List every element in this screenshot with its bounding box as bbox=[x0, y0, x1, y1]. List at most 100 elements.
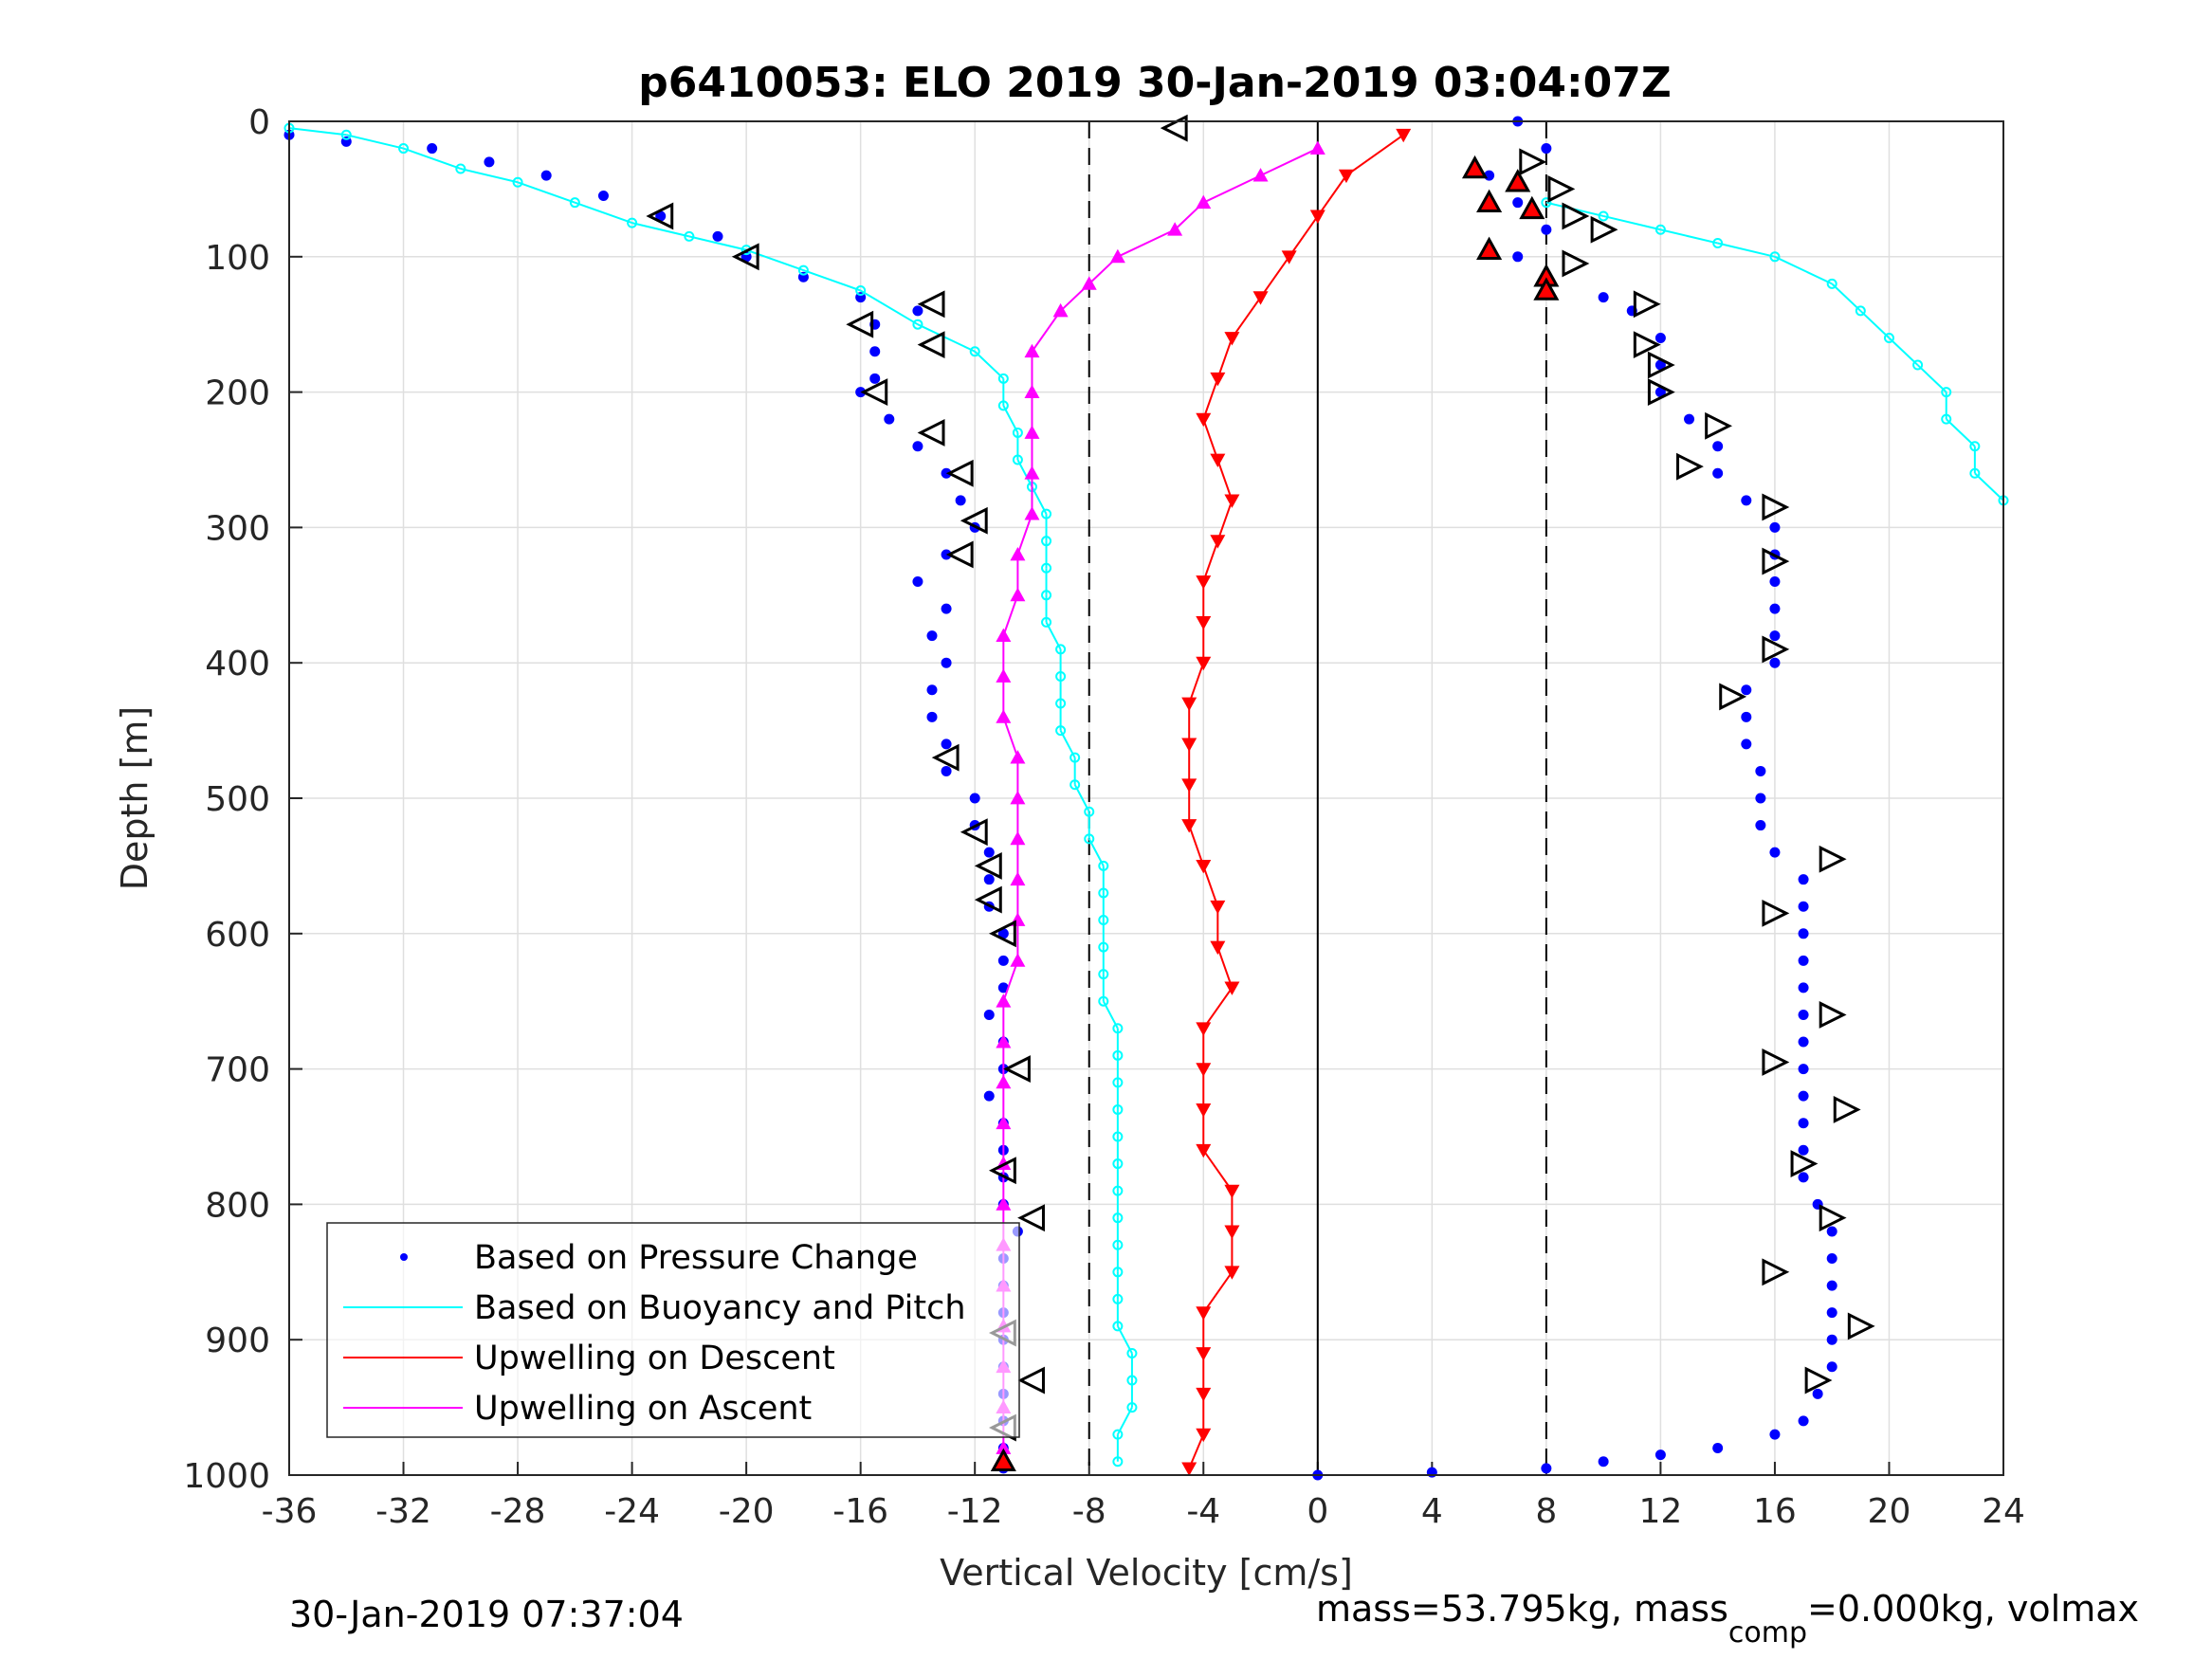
data-point bbox=[1112, 1293, 1124, 1304]
data-point bbox=[1941, 387, 1952, 398]
series-segment bbox=[1188, 662, 1205, 704]
y-tick-label: 300 bbox=[205, 509, 270, 548]
data-point bbox=[1012, 454, 1023, 465]
open-triangle-marker bbox=[1762, 1048, 1790, 1076]
data-point bbox=[1741, 711, 1752, 722]
open-triangle-marker bbox=[1762, 635, 1790, 664]
data-point bbox=[983, 1009, 995, 1020]
data-point bbox=[1010, 830, 1026, 846]
data-point bbox=[1084, 833, 1095, 845]
data-point bbox=[1196, 1306, 1212, 1321]
data-point bbox=[1798, 874, 1809, 885]
data-point bbox=[1598, 1456, 1609, 1468]
data-point bbox=[1081, 276, 1097, 290]
data-point bbox=[1712, 441, 1724, 452]
data-point bbox=[1769, 603, 1781, 614]
data-point bbox=[1181, 819, 1197, 833]
legend-swatch bbox=[400, 1253, 408, 1261]
data-point bbox=[1181, 1462, 1197, 1476]
data-point bbox=[997, 982, 1009, 994]
data-point bbox=[1098, 860, 1109, 871]
data-point bbox=[1224, 494, 1240, 508]
data-point bbox=[926, 711, 938, 722]
footer-mass-suffix: =0.000kg, volmax bbox=[1807, 1588, 2139, 1630]
open-triangle-marker bbox=[1519, 148, 1547, 176]
series-segment bbox=[803, 269, 862, 292]
data-point bbox=[1055, 644, 1067, 655]
data-point bbox=[1798, 928, 1809, 939]
data-point bbox=[1826, 1334, 1837, 1345]
data-point bbox=[1741, 738, 1752, 750]
data-point bbox=[1012, 427, 1023, 438]
data-point bbox=[996, 994, 1012, 1008]
data-point bbox=[1024, 343, 1040, 358]
x-tick-label: 4 bbox=[1421, 1492, 1443, 1531]
series-segment bbox=[1660, 228, 1718, 245]
data-point bbox=[1052, 302, 1069, 318]
y-tick-label: 900 bbox=[205, 1322, 270, 1360]
data-point bbox=[996, 668, 1012, 683]
open-triangle-marker bbox=[1017, 1204, 1045, 1232]
open-triangle-marker bbox=[1762, 1258, 1790, 1286]
data-point bbox=[1769, 630, 1781, 642]
legend-label: Upwelling on Descent bbox=[474, 1340, 835, 1377]
filled-red-marker bbox=[1476, 236, 1503, 260]
open-triangle-marker bbox=[1762, 493, 1790, 521]
data-point bbox=[1181, 738, 1197, 752]
filled-red-marker bbox=[990, 1448, 1016, 1472]
x-tick-label: -8 bbox=[1072, 1492, 1106, 1531]
data-point bbox=[1010, 953, 1026, 967]
data-point bbox=[1196, 194, 1212, 210]
data-point bbox=[1798, 1036, 1809, 1048]
open-triangle-marker bbox=[1762, 547, 1790, 575]
x-tick-label: -20 bbox=[719, 1492, 775, 1531]
data-point bbox=[1069, 752, 1081, 763]
data-point bbox=[926, 630, 938, 642]
series-segment bbox=[1216, 946, 1234, 989]
data-point bbox=[1798, 1118, 1809, 1129]
data-point bbox=[1769, 657, 1781, 668]
footer-mass-prefix: mass=53.795kg, mass bbox=[1316, 1588, 1728, 1630]
data-point bbox=[1512, 197, 1524, 209]
data-point bbox=[597, 191, 609, 202]
data-point bbox=[1712, 238, 1724, 249]
series-upwelling-on-ascent bbox=[996, 140, 1325, 1454]
data-point bbox=[1654, 1449, 1666, 1461]
x-tick-label: 16 bbox=[1753, 1492, 1797, 1531]
data-point bbox=[1826, 1253, 1837, 1265]
data-point bbox=[1941, 413, 1952, 425]
data-point bbox=[1654, 387, 1666, 398]
open-triangle-marker bbox=[960, 506, 988, 535]
data-point bbox=[1196, 1143, 1212, 1158]
data-point bbox=[969, 346, 980, 357]
data-point bbox=[996, 1440, 1012, 1454]
data-point bbox=[1598, 210, 1609, 222]
data-point bbox=[1098, 969, 1109, 980]
data-point bbox=[1098, 915, 1109, 926]
data-point bbox=[1338, 169, 1354, 184]
open-triangle-marker bbox=[1804, 1366, 1833, 1395]
x-axis-label: Vertical Velocity [cm/s] bbox=[940, 1552, 1353, 1594]
x-tick-label: 12 bbox=[1638, 1492, 1682, 1531]
x-tick-label: -24 bbox=[604, 1492, 660, 1531]
open-triangle-marker bbox=[988, 1157, 1016, 1185]
data-point bbox=[1826, 1226, 1837, 1237]
x-tick-label: -4 bbox=[1186, 1492, 1220, 1531]
data-point bbox=[1010, 587, 1026, 602]
reference-lines bbox=[1088, 121, 1547, 1475]
data-point bbox=[1396, 128, 1412, 143]
data-point bbox=[655, 210, 667, 222]
data-point bbox=[569, 197, 580, 209]
data-point bbox=[1196, 656, 1212, 671]
data-point bbox=[912, 319, 923, 330]
data-point bbox=[1798, 1064, 1809, 1075]
data-point bbox=[1512, 251, 1524, 263]
data-point bbox=[1224, 1266, 1240, 1280]
series-segment bbox=[1216, 459, 1234, 501]
data-point bbox=[1196, 1387, 1212, 1402]
data-point bbox=[1210, 535, 1226, 549]
data-point bbox=[1741, 684, 1752, 696]
open-triangle-marker bbox=[945, 540, 974, 569]
series-segment bbox=[1260, 147, 1319, 177]
